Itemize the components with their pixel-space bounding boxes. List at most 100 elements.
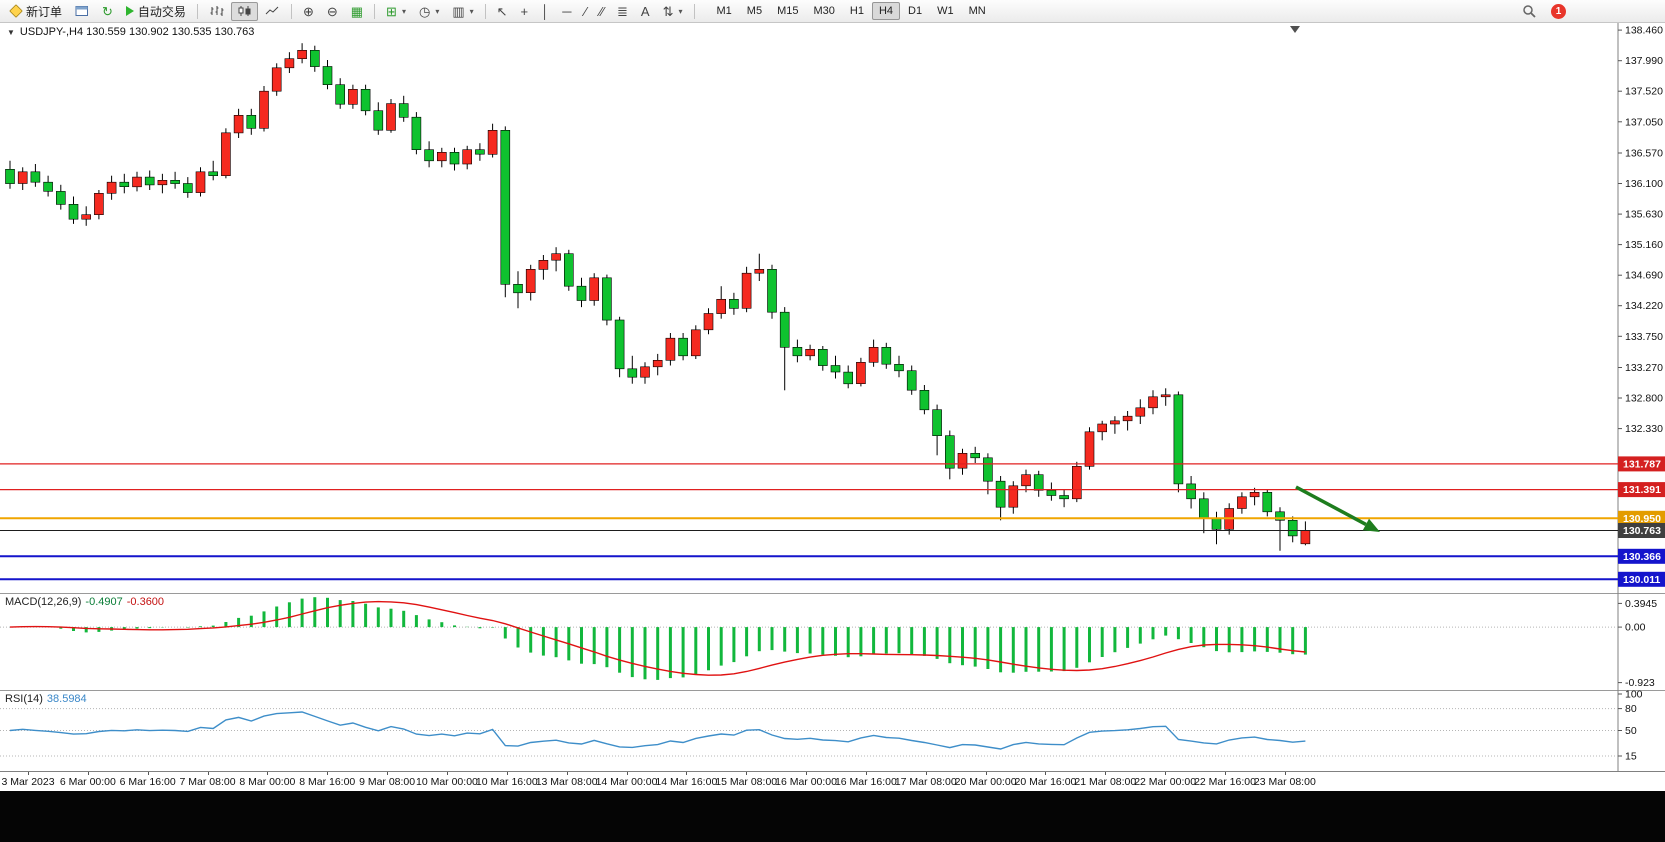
- timeframe-w1-button[interactable]: W1: [930, 2, 961, 20]
- templates-button[interactable]: ▥ ▾: [446, 2, 479, 21]
- rsi-axis-tick: 15: [1625, 751, 1637, 763]
- time-axis-label: 21 Mar 08:00: [1074, 776, 1137, 788]
- time-axis-tick: [686, 772, 688, 775]
- line-chart-button[interactable]: [259, 2, 286, 21]
- bar-chart-icon: [210, 6, 224, 16]
- bar-chart-button[interactable]: [203, 2, 230, 21]
- macd-name: MACD(12,26,9): [5, 596, 82, 608]
- horizontal-line-tool-button[interactable]: ─: [556, 2, 577, 21]
- channel-tool-button[interactable]: ∕∕: [594, 2, 610, 21]
- time-axis-label: 8 Mar 00:00: [239, 776, 296, 788]
- rsi-label: RSI(14) 38.5984: [5, 693, 87, 705]
- timeframe-m15-button[interactable]: M15: [770, 2, 805, 20]
- cursor-tool-button[interactable]: ↖: [491, 2, 514, 21]
- fibonacci-tool-button[interactable]: ≣: [611, 2, 634, 21]
- time-axis-tick: [1165, 772, 1167, 775]
- notification-badge[interactable]: 1: [1551, 3, 1566, 19]
- price-level-badge-label: 131.787: [1623, 458, 1661, 470]
- macd-panel[interactable]: 0.3945 0.00 -0.923: [0, 593, 1665, 690]
- time-axis-tick: [28, 772, 29, 775]
- timeframe-m30-button[interactable]: M30: [806, 2, 841, 20]
- chevron-down-icon: ▾: [469, 6, 474, 16]
- crosshair-tool-button[interactable]: +: [515, 2, 535, 21]
- time-axis-label: 22 Mar 00:00: [1134, 776, 1197, 788]
- new-order-button[interactable]: 新订单: [4, 2, 68, 21]
- timeframe-d1-button[interactable]: D1: [901, 2, 929, 20]
- time-axis-tick: [1284, 772, 1286, 775]
- vertical-line-tool-button[interactable]: │: [535, 2, 555, 21]
- indicators-button[interactable]: ⊞ ▾: [380, 2, 412, 21]
- price-axis-tick: 135.160: [1625, 239, 1663, 251]
- time-axis-label: 10 Mar 00:00: [416, 776, 478, 788]
- time-axis-tick: [865, 772, 867, 775]
- rsi-line: [9, 711, 1306, 750]
- price-axis-tick: 137.990: [1625, 55, 1663, 67]
- time-axis-tick: [1045, 772, 1047, 775]
- channel-icon: ∕∕: [599, 3, 604, 19]
- time-axis-label: 20 Mar 16:00: [1014, 776, 1077, 788]
- time-axis-tick: [566, 772, 568, 775]
- time-axis-label: 17 Mar 08:00: [894, 776, 957, 788]
- trendline-tool-button[interactable]: ∕: [578, 2, 592, 21]
- time-axis-tick: [925, 772, 927, 775]
- time-axis-tick: [446, 772, 448, 775]
- zoom-out-icon: ⊖: [326, 3, 338, 19]
- chart-window-button[interactable]: [69, 2, 95, 21]
- time-axis-tick: [327, 772, 329, 775]
- price-axis[interactable]: 138.460 137.990 137.520 137.050 136.570 136.1…: [1618, 25, 1663, 436]
- refresh-icon: ↻: [102, 3, 113, 19]
- zoom-in-icon: ⊕: [302, 3, 314, 19]
- timeframe-mn-button[interactable]: MN: [962, 2, 993, 20]
- time-axis-tick: [147, 772, 149, 775]
- zoom-in-button[interactable]: ⊕: [297, 2, 320, 21]
- play-icon: [125, 6, 134, 16]
- time-axis-tick: [207, 772, 209, 775]
- zoom-out-button[interactable]: ⊖: [321, 2, 344, 21]
- periods-button[interactable]: ◷ ▾: [413, 2, 445, 21]
- rsi-panel[interactable]: 100 80 50 15: [0, 690, 1665, 771]
- macd-axis-tick: 0.00: [1625, 622, 1646, 634]
- price-level-badge-label: 130.763: [1623, 525, 1661, 537]
- timeframe-m5-button[interactable]: M5: [740, 2, 769, 20]
- window-bottom-strip: [0, 791, 1665, 842]
- arrows-tool-button[interactable]: ⇅ ▾: [657, 2, 689, 21]
- time-axis-label: 14 Mar 00:00: [595, 776, 658, 788]
- clock-icon: ◷: [418, 3, 431, 19]
- candlestick-chart-icon: [238, 6, 251, 16]
- price-level-badge: [1618, 571, 1665, 587]
- trend-arrow-annotation[interactable]: [1295, 485, 1380, 532]
- toolbar-separator: [290, 3, 292, 19]
- chart-title: ▼ USDJPY-,H4 130.559 130.902 130.535 130…: [7, 26, 254, 38]
- time-axis[interactable]: 3 Mar 2023 6 Mar 00:00 6 Mar 16:00 7 Mar 08…: [0, 771, 1665, 792]
- timeframe-h1-button[interactable]: H1: [843, 2, 871, 20]
- chart-title-text: USDJPY-,H4 130.559 130.902 130.535 130.7…: [19, 26, 255, 38]
- macd-axis-tick: 0.3945: [1625, 598, 1657, 610]
- autotrading-button[interactable]: 自动交易: [120, 2, 192, 21]
- chart-window: ▼ USDJPY-,H4 130.559 130.902 130.535 130…: [0, 23, 1665, 842]
- price-axis-tick: 132.330: [1625, 423, 1663, 435]
- price-axis-tick: 137.520: [1625, 86, 1663, 98]
- tile-windows-button[interactable]: ▦: [345, 2, 369, 21]
- timeframe-h4-button[interactable]: H4: [871, 2, 900, 20]
- rsi-name: RSI(14): [5, 693, 43, 705]
- price-axis-tick: 133.270: [1625, 362, 1663, 374]
- timeframe-m1-button[interactable]: M1: [710, 2, 739, 20]
- price-axis-tick: 136.570: [1625, 148, 1663, 160]
- price-axis-tick: 136.100: [1625, 178, 1663, 190]
- text-tool-button[interactable]: A: [635, 2, 656, 21]
- candlestick-series: [5, 43, 1311, 551]
- macd-signal-line: [9, 600, 1306, 676]
- price-axis-tick: 133.750: [1625, 331, 1663, 343]
- time-axis-label: 22 Mar 16:00: [1194, 776, 1256, 788]
- chevron-down-icon: ▾: [435, 6, 440, 16]
- arrows-tool-icon: ⇅: [662, 3, 674, 19]
- refresh-button[interactable]: ↻: [96, 2, 119, 21]
- price-chart-canvas[interactable]: 138.460 137.990 137.520 137.050 136.570 136.1…: [0, 23, 1665, 593]
- chart-menu-triangle-icon[interactable]: ▼: [7, 27, 15, 37]
- rsi-axis-tick: 80: [1625, 703, 1637, 715]
- main-toolbar: 新订单 ↻ 自动交易 ⊕ ⊖ ▦ ⊞ ▾ ◷: [0, 0, 1665, 23]
- search-button[interactable]: [1516, 2, 1542, 21]
- price-axis-tick: 132.800: [1625, 393, 1663, 405]
- candlestick-chart-button[interactable]: [230, 1, 258, 21]
